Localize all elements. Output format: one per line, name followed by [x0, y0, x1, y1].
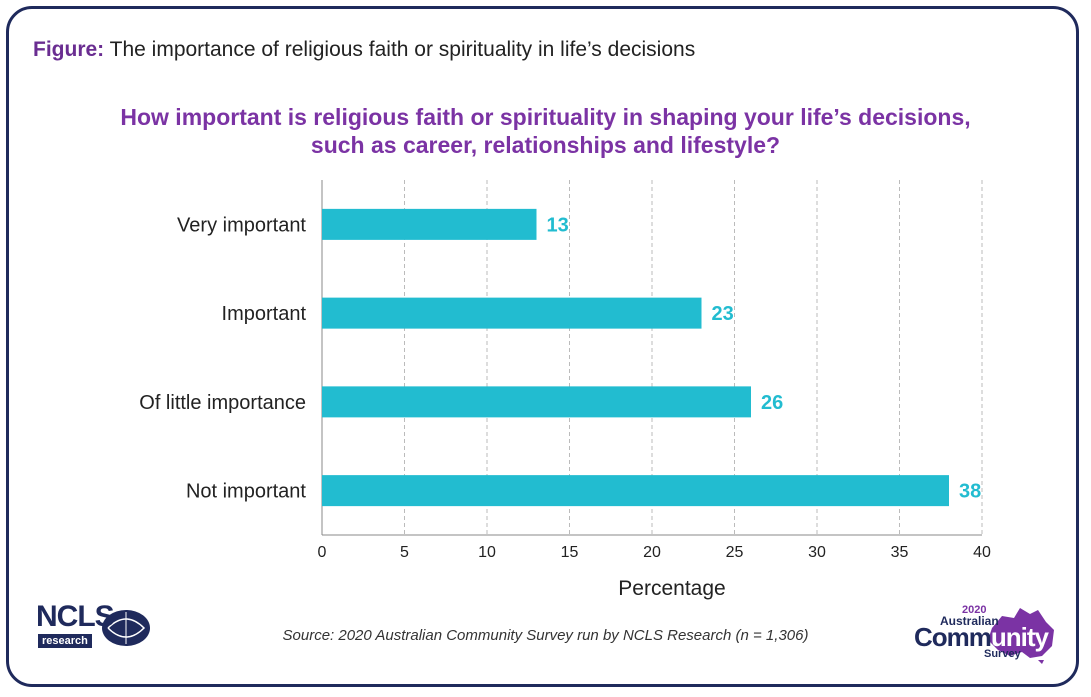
x-axis-title: Percentage [618, 577, 725, 600]
category-label: Not important [186, 481, 306, 503]
x-tick-label: 5 [400, 544, 409, 561]
chart-title-line2: such as career, relationships and lifest… [310, 132, 781, 158]
acs-unity: unity [990, 622, 1049, 652]
ncls-research-logo: NCLS research [36, 600, 156, 660]
category-label: Of little importance [139, 392, 306, 414]
figure-title: Figure: The importance of religious fait… [33, 38, 695, 62]
figure-prefix: Figure: [33, 38, 105, 61]
category-label: Very important [177, 214, 306, 236]
x-tick-label: 10 [478, 544, 496, 561]
data-label: 13 [547, 214, 569, 236]
x-tick-label: 0 [318, 544, 327, 561]
acs-community: Community [914, 622, 1049, 653]
bar [322, 297, 702, 329]
ncls-globe-icon [102, 610, 150, 646]
ncls-logo-text: NCLS [36, 600, 115, 633]
bar [322, 208, 537, 240]
figure-title-text: The importance of religious faith or spi… [109, 38, 696, 61]
australia-map-icon [988, 608, 1054, 664]
bar [322, 475, 949, 507]
figure-frame [6, 6, 1079, 687]
x-tick-label: 15 [561, 544, 579, 561]
x-tick-label: 40 [973, 544, 991, 561]
x-tick-label: 30 [808, 544, 826, 561]
acs-logo: 2020 Australian Community Survey [910, 604, 1060, 668]
data-label: 23 [712, 303, 734, 325]
x-tick-label: 35 [891, 544, 909, 561]
acs-australian: Australian [940, 614, 999, 628]
acs-survey: Survey [984, 648, 1021, 660]
acs-comm: Comm [914, 622, 992, 652]
acs-year: 2020 [962, 604, 987, 616]
ncls-logo-subtext: research [38, 634, 92, 648]
x-tick-label: 25 [726, 544, 744, 561]
data-label: 26 [761, 392, 783, 414]
x-tick-label: 20 [643, 544, 661, 561]
chart-title-line1: How important is religious faith or spir… [120, 104, 971, 130]
data-label: 38 [959, 481, 981, 503]
bar [322, 386, 751, 418]
chart-title: How important is religious faith or spir… [0, 103, 1091, 159]
source-note: Source: 2020 Australian Community Survey… [282, 627, 809, 644]
category-label: Important [222, 303, 307, 325]
